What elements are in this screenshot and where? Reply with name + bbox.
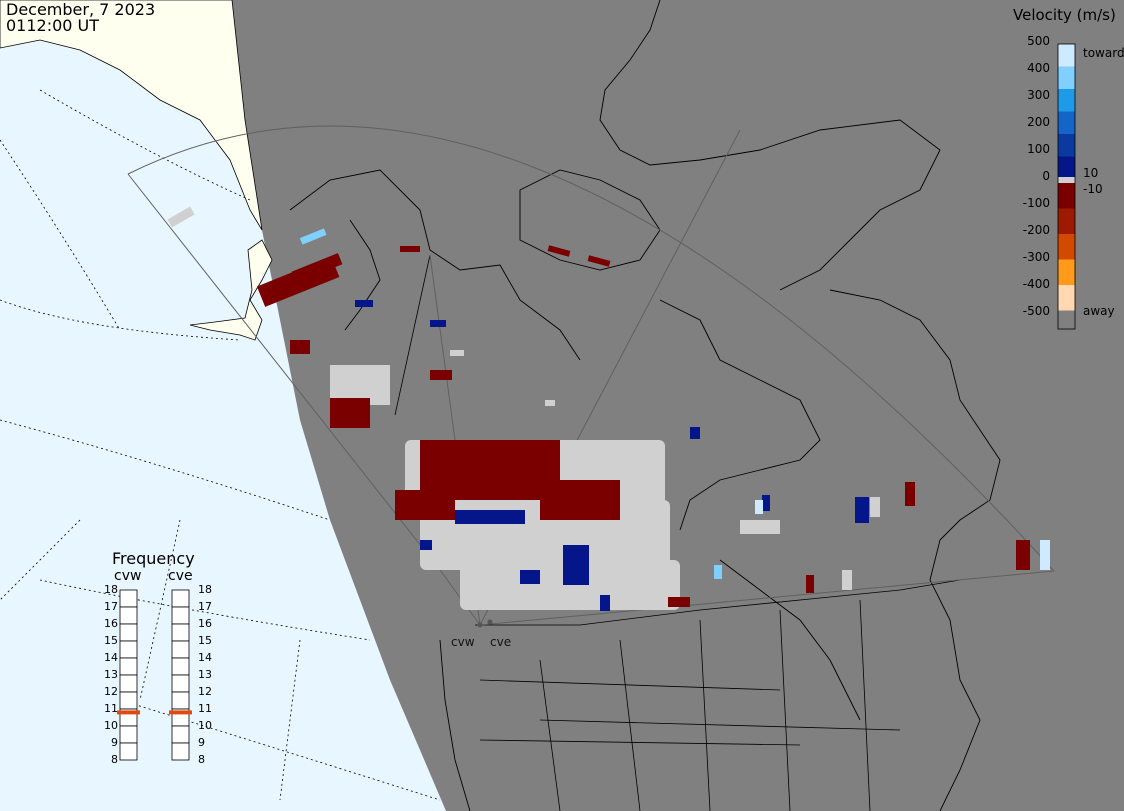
time-label: 0112:00 UT [6,16,100,35]
frequency-cell [171,640,190,659]
colorbar-tick-label: 200 [1027,115,1050,129]
frequency-scale-label: 10 [104,719,118,732]
graticule [0,89,441,801]
frequency-scale-label: 11 [198,702,212,715]
colorbar-frame [1057,43,1076,330]
colorbar-tick-label: 0 [1042,169,1050,183]
colorbar-tick-label: -100 [1022,196,1050,210]
frequency-scale-label: 18 [104,583,118,596]
colorbar-title: Velocity (m/s) [1013,6,1116,24]
frequency-cell [171,742,190,761]
colorbar-toward-label: toward [1083,46,1124,60]
frequency-cell [171,725,190,744]
frequency-scale-label: 10 [198,719,212,732]
frequency-cell [171,657,190,676]
coastlines [289,0,1001,811]
colorbar-segment [1058,234,1075,260]
colorbar-tick-label: -400 [1022,277,1050,291]
colorbar-away-label: away [1083,304,1115,318]
colorbar-tick-label: 400 [1027,61,1050,75]
frequency-indicator [117,710,140,715]
frequency-indicator [169,710,192,715]
frequency-cell [171,606,190,625]
frequency-cell [119,657,138,676]
frequency-scale-label: 8 [111,753,118,766]
frequency-title: Frequency [112,549,195,568]
colorbar-segment [1058,208,1075,234]
colorbar-tick-label: -200 [1022,223,1050,237]
frequency-scale-label: 13 [104,668,118,681]
frequency-scale-label: 11 [104,702,118,715]
colorbar-segment [1058,66,1075,89]
colorbar-segment [1058,156,1075,179]
frequency-cell [171,623,190,642]
frequency-scale-label: 15 [198,634,212,647]
frequency-scale-label: 17 [104,600,118,613]
radar-sites [477,619,493,628]
frequency-scale-label: 12 [104,685,118,698]
colorbar-tick-label: 100 [1027,142,1050,156]
frequency-scale-label: 13 [198,668,212,681]
colorbar-segment [1058,259,1075,285]
date-label: December, 7 2023 [6,0,156,19]
frequency-panel [117,589,192,761]
frequency-cell [171,589,190,608]
frequency-scale-label: 12 [198,685,212,698]
frequency-scale-label: 16 [104,617,118,630]
frequency-scale-label: 16 [198,617,212,630]
colorbar-neg-limit-label: -10 [1083,182,1103,196]
frequency-cell [171,691,190,710]
colorbar-tick-label: -500 [1022,304,1050,318]
radar-label-cve: cve [490,635,512,649]
night-region [232,0,1124,811]
frequency-scale-label: 8 [198,753,205,766]
frequency-cell [119,691,138,710]
frequency-cell [119,674,138,693]
frequency-radar-cve: cve [168,568,193,584]
frequency-scale-label: 14 [198,651,212,664]
scatter-cells [167,206,1050,611]
frequency-cell [119,725,138,744]
colorbar-segment [1058,89,1075,112]
colorbar-zero-band [1058,177,1075,183]
political-borders [394,254,961,811]
colorbar-segment [1058,285,1075,311]
colorbar-tick-label: 300 [1027,88,1050,102]
colorbar-segment [1058,134,1075,157]
colorbar-segment [1058,44,1075,67]
frequency-scale-label: 17 [198,600,212,613]
radar-site-cvw [477,622,483,628]
velocity-colorbar [1057,43,1076,330]
frequency-scale-label: 9 [198,736,205,749]
frequency-cell [171,674,190,693]
frequency-cell [119,742,138,761]
frequency-cell [119,640,138,659]
frequency-scale-label: 14 [104,651,118,664]
frequency-cell [119,623,138,642]
day-land [0,0,273,341]
radar-site-cve [487,619,493,625]
colorbar-segment [1058,111,1075,134]
frequency-scale-label: 9 [111,736,118,749]
frequency-scale-label: 15 [104,634,118,647]
colorbar-tick-label: -300 [1022,250,1050,264]
colorbar-pos-limit-label: 10 [1083,166,1099,180]
frequency-cell [119,606,138,625]
colorbar-segment [1058,183,1075,209]
colorbar-tick-label: 500 [1027,34,1050,48]
frequency-radar-cvw: cvw [114,568,142,584]
radar-label-cvw: cvw [451,635,475,649]
frequency-cell [119,589,138,608]
frequency-scale-label: 18 [198,583,212,596]
